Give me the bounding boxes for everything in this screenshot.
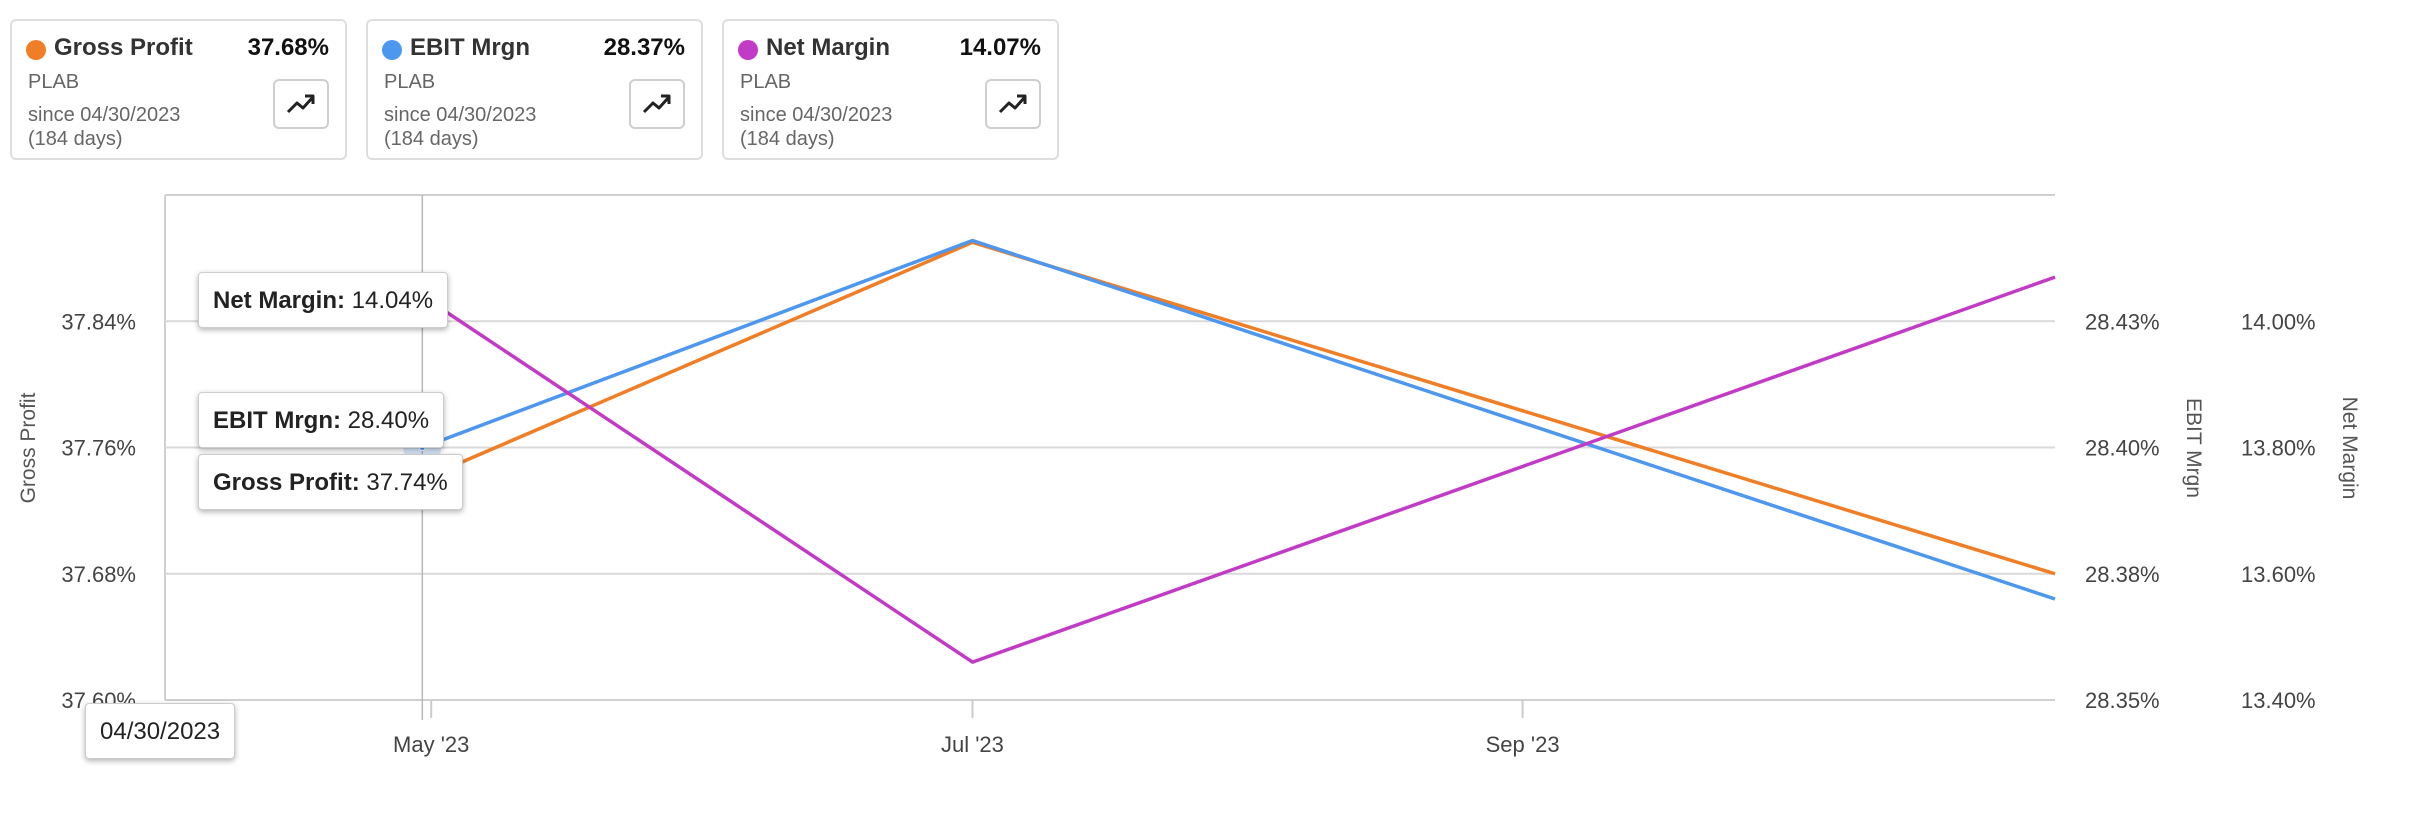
tooltip-value: 14.04% bbox=[351, 287, 434, 314]
metric-card-ebit-mrgn[interactable]: EBIT Mrgn 28.37% PLAB since 04/30/2023 (… bbox=[366, 19, 703, 160]
ticker-label: PLAB bbox=[740, 71, 792, 93]
metric-card-net-margin[interactable]: Net Margin 14.07% PLAB since 04/30/2023 … bbox=[722, 19, 1059, 160]
y-tick-label-right-ebit: 28.40% bbox=[2085, 436, 2160, 461]
metric-card-gross-profit[interactable]: Gross Profit 37.68% PLAB since 04/30/202… bbox=[10, 19, 347, 160]
since-date: since 04/30/2023 bbox=[384, 104, 537, 126]
trend-button[interactable] bbox=[629, 79, 685, 129]
y-tick-label-right-ebit: 28.35% bbox=[2085, 688, 2160, 713]
y-tick-label-left: 37.76% bbox=[61, 436, 136, 461]
tooltip-label: Net Margin: bbox=[213, 287, 345, 314]
trend-up-icon bbox=[998, 94, 1027, 114]
tooltip-label: EBIT Mrgn: bbox=[213, 407, 341, 434]
y-tick-label-right-net: 13.80% bbox=[2241, 436, 2316, 461]
x-tick-label: Sep '23 bbox=[1486, 732, 1560, 757]
y-tick-label-right-net: 14.00% bbox=[2241, 309, 2316, 334]
ticker-label: PLAB bbox=[384, 71, 436, 93]
tooltip-net-margin: Net Margin: 14.04% bbox=[198, 272, 449, 328]
y-axis-title-left: Gross Profit bbox=[17, 392, 40, 503]
series-color-dot bbox=[26, 40, 46, 60]
metric-value: 28.37% bbox=[603, 34, 685, 61]
trend-up-icon bbox=[286, 94, 315, 114]
series-color-dot bbox=[382, 40, 402, 60]
since-date: since 04/30/2023 bbox=[740, 104, 893, 126]
series-color-dot bbox=[738, 40, 758, 60]
trend-button[interactable] bbox=[985, 79, 1041, 129]
since-date: since 04/30/2023 bbox=[28, 104, 181, 126]
x-tick-label: Jul '23 bbox=[941, 732, 1004, 757]
tooltip-gross-profit: Gross Profit: 37.74% bbox=[198, 454, 463, 510]
y-axis-title-net: Net Margin bbox=[2338, 397, 2361, 500]
tooltip-label: Gross Profit: bbox=[213, 469, 360, 496]
y-tick-label-left: 37.84% bbox=[61, 309, 136, 334]
days-count: (184 days) bbox=[28, 128, 123, 150]
y-tick-label-right-net: 13.40% bbox=[2241, 688, 2316, 713]
y-tick-label-right-net: 13.60% bbox=[2241, 562, 2316, 587]
days-count: (184 days) bbox=[384, 128, 479, 150]
metric-name: Net Margin bbox=[766, 34, 891, 61]
metric-name: EBIT Mrgn bbox=[410, 34, 530, 61]
x-tick-label: May '23 bbox=[393, 732, 469, 757]
y-tick-label-right-ebit: 28.43% bbox=[2085, 309, 2160, 334]
y-tick-label-left: 37.68% bbox=[61, 562, 136, 587]
y-tick-label-right-ebit: 28.38% bbox=[2085, 562, 2160, 587]
trend-up-icon bbox=[642, 94, 671, 114]
metric-value: 37.68% bbox=[247, 34, 329, 61]
tooltip-value: 28.40% bbox=[347, 407, 430, 434]
tooltip-ebit-mrgn: EBIT Mrgn: 28.40% bbox=[198, 392, 445, 448]
days-count: (184 days) bbox=[740, 128, 835, 150]
series-line-net-margin bbox=[421, 275, 2056, 664]
series-line-ebit-mrgn bbox=[421, 238, 2056, 601]
y-axis-title-ebit: EBIT Mrgn bbox=[2182, 398, 2205, 498]
tooltip-value: 37.74% bbox=[366, 469, 448, 496]
metric-name: Gross Profit bbox=[54, 34, 193, 61]
crosshair-date-label: 04/30/2023 bbox=[85, 703, 236, 759]
trend-button[interactable] bbox=[273, 79, 329, 129]
metric-value: 14.07% bbox=[959, 34, 1041, 61]
series-line-gross-profit bbox=[421, 240, 2056, 576]
ticker-label: PLAB bbox=[28, 71, 80, 93]
